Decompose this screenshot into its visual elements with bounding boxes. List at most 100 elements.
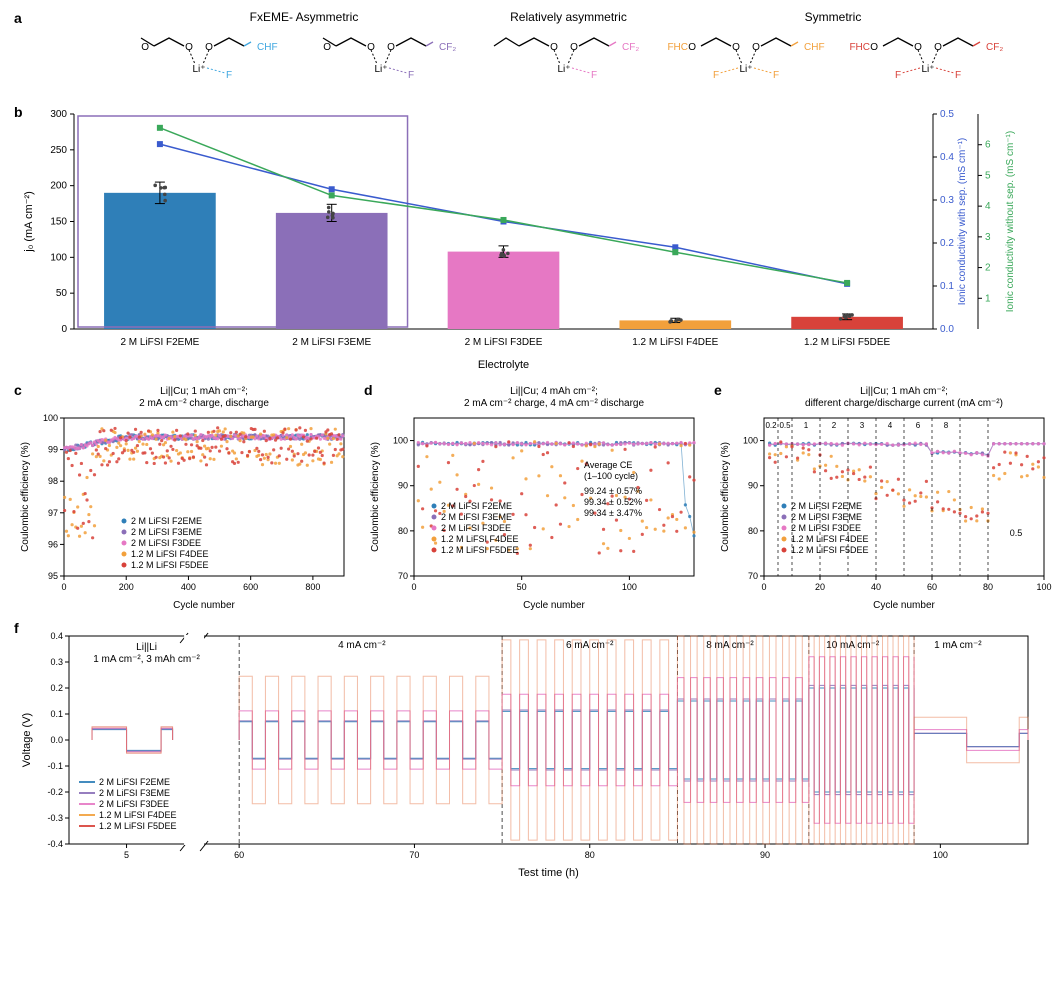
- svg-text:2 M LiFSI F3EME: 2 M LiFSI F3EME: [441, 512, 512, 522]
- svg-text:O: O: [387, 42, 395, 53]
- molecule: OOOCHFLi⁺F: [114, 30, 284, 85]
- svg-text:0.1: 0.1: [50, 709, 63, 719]
- svg-text:96: 96: [48, 539, 58, 549]
- svg-text:0: 0: [61, 582, 66, 592]
- svg-text:800: 800: [305, 582, 320, 592]
- svg-text:j₀ (mA cm⁻²): j₀ (mA cm⁻²): [23, 191, 35, 252]
- svg-text:99.34 ± 0.52%: 99.34 ± 0.52%: [584, 497, 642, 507]
- svg-text:2 M LiFSI F2EME: 2 M LiFSI F2EME: [791, 501, 862, 511]
- svg-text:2: 2: [985, 263, 991, 274]
- svg-text:0.4: 0.4: [940, 152, 954, 163]
- svg-text:2 M LiFSI F3EME: 2 M LiFSI F3EME: [292, 337, 371, 348]
- bar-chart-b: 0501001502002503000.00.10.20.30.40.51234…: [14, 104, 1043, 374]
- svg-text:100: 100: [933, 850, 948, 860]
- svg-text:2: 2: [832, 421, 837, 430]
- svg-text:Cycle number: Cycle number: [523, 600, 585, 611]
- svg-text:90: 90: [748, 481, 758, 491]
- svg-text:CF₂: CF₂: [986, 42, 1003, 53]
- svg-text:2 M LiFSI F2EME: 2 M LiFSI F2EME: [131, 516, 202, 526]
- svg-text:200: 200: [50, 181, 67, 192]
- svg-text:0: 0: [761, 582, 766, 592]
- molecule: OOOFHCCHFLi⁺FF: [661, 30, 831, 85]
- svg-text:100: 100: [622, 582, 637, 592]
- svg-text:Average CE: Average CE: [584, 460, 632, 470]
- svg-text:1.2 M LiFSI F4DEE: 1.2 M LiFSI F4DEE: [441, 534, 519, 544]
- svg-text:1.2 M LiFSI F4DEE: 1.2 M LiFSI F4DEE: [131, 549, 209, 559]
- svg-text:2 M LiFSI F2EME: 2 M LiFSI F2EME: [441, 501, 512, 511]
- svg-text:0.5: 0.5: [940, 109, 954, 120]
- svg-text:O: O: [688, 42, 696, 53]
- svg-text:2 M LiFSI F3DEE: 2 M LiFSI F3DEE: [99, 799, 169, 809]
- svg-text:Li⁺: Li⁺: [192, 64, 205, 75]
- svg-text:5: 5: [124, 850, 129, 860]
- svg-text:CHF: CHF: [257, 42, 278, 53]
- panel-a-label: a: [14, 10, 22, 26]
- svg-text:2 M LiFSI F3EME: 2 M LiFSI F3EME: [131, 527, 202, 537]
- svg-text:1.2 M LiFSI F5DEE: 1.2 M LiFSI F5DEE: [99, 821, 177, 831]
- scatter-chart-d: 050100708090100Li||Cu; 4 mAh cm⁻²;2 mA c…: [364, 382, 704, 612]
- svg-text:150: 150: [50, 217, 67, 228]
- svg-text:60: 60: [927, 582, 937, 592]
- svg-text:70: 70: [748, 571, 758, 581]
- svg-text:1.2 M LiFSI F4DEE: 1.2 M LiFSI F4DEE: [632, 337, 718, 348]
- svg-text:1.2 M LiFSI F5DEE: 1.2 M LiFSI F5DEE: [441, 545, 519, 555]
- svg-text:F: F: [713, 70, 719, 81]
- svg-text:Coulombic efficiency (%): Coulombic efficiency (%): [20, 442, 31, 552]
- svg-text:80: 80: [748, 526, 758, 536]
- svg-text:Li⁺: Li⁺: [921, 64, 934, 75]
- svg-text:0.0: 0.0: [50, 735, 63, 745]
- svg-text:1: 1: [804, 421, 809, 430]
- svg-text:3: 3: [985, 232, 991, 243]
- svg-text:O: O: [141, 42, 149, 53]
- svg-text:100: 100: [43, 413, 58, 423]
- svg-text:6: 6: [916, 421, 921, 430]
- svg-text:3: 3: [860, 421, 865, 430]
- svg-text:Test time (h): Test time (h): [518, 867, 579, 879]
- svg-text:Ionic conductivity without sep: Ionic conductivity without sep. (mS cm⁻¹…: [1005, 131, 1016, 312]
- svg-text:-0.4: -0.4: [47, 839, 63, 849]
- svg-text:0: 0: [61, 324, 67, 335]
- svg-text:FHC: FHC: [849, 42, 870, 53]
- svg-text:2 M LiFSI F3DEE: 2 M LiFSI F3DEE: [791, 523, 861, 533]
- svg-text:Electrolyte: Electrolyte: [478, 359, 529, 371]
- svg-text:F: F: [895, 70, 901, 81]
- svg-text:different charge/discharge cur: different charge/discharge current (mA c…: [805, 398, 1003, 409]
- svg-text:Li⁺: Li⁺: [739, 64, 752, 75]
- svg-text:600: 600: [243, 582, 258, 592]
- svg-text:0.0: 0.0: [940, 324, 954, 335]
- svg-text:4: 4: [985, 201, 991, 212]
- svg-text:Coulombic efficiency (%): Coulombic efficiency (%): [370, 442, 381, 552]
- svg-text:0.2: 0.2: [765, 421, 777, 430]
- svg-text:2 M LiFSI F3DEE: 2 M LiFSI F3DEE: [131, 538, 201, 548]
- panel-e: e 020406080100708090100Li||Cu; 1 mAh cm⁻…: [714, 382, 1054, 612]
- svg-text:4 mA cm⁻²: 4 mA cm⁻²: [338, 640, 386, 651]
- svg-text:CF₂: CF₂: [439, 42, 456, 53]
- svg-text:97: 97: [48, 508, 58, 518]
- svg-text:80: 80: [398, 526, 408, 536]
- svg-text:0.2: 0.2: [940, 238, 954, 249]
- svg-text:F: F: [773, 70, 779, 81]
- svg-text:CF₂: CF₂: [622, 42, 639, 53]
- svg-text:98: 98: [48, 476, 58, 486]
- svg-text:O: O: [934, 42, 942, 53]
- svg-text:1.2 M LiFSI F4DEE: 1.2 M LiFSI F4DEE: [99, 810, 177, 820]
- panel-c: c 02004006008009596979899100Li||Cu; 1 mA…: [14, 382, 354, 612]
- svg-text:Li||Cu; 1 mAh cm⁻²;: Li||Cu; 1 mAh cm⁻²;: [860, 386, 948, 397]
- svg-text:40: 40: [871, 582, 881, 592]
- svg-text:-0.3: -0.3: [47, 813, 63, 823]
- svg-text:O: O: [323, 42, 331, 53]
- svg-text:100: 100: [743, 436, 758, 446]
- svg-text:-0.2: -0.2: [47, 787, 63, 797]
- scatter-chart-e: 020406080100708090100Li||Cu; 1 mAh cm⁻²;…: [714, 382, 1054, 612]
- svg-text:-0.1: -0.1: [47, 761, 63, 771]
- scatter-chart-c: 02004006008009596979899100Li||Cu; 1 mAh …: [14, 382, 354, 612]
- molecule: OOOFHCCF₂Li⁺FF: [843, 30, 1013, 85]
- svg-text:80: 80: [983, 582, 993, 592]
- panel-a: a FxEME- Asymmetric Relatively asymmetri…: [14, 10, 1043, 100]
- svg-text:F: F: [955, 70, 961, 81]
- header-rel-asymmetric: Relatively asymmetric: [489, 10, 649, 24]
- svg-text:1.2 M LiFSI F5DEE: 1.2 M LiFSI F5DEE: [131, 560, 209, 570]
- svg-text:1 mA cm⁻², 3 mAh cm⁻²: 1 mA cm⁻², 3 mAh cm⁻²: [93, 654, 200, 665]
- svg-text:2 mA cm⁻² charge, 4 mA cm⁻² di: 2 mA cm⁻² charge, 4 mA cm⁻² discharge: [464, 398, 644, 409]
- svg-text:2 mA cm⁻² charge, discharge: 2 mA cm⁻² charge, discharge: [139, 398, 269, 409]
